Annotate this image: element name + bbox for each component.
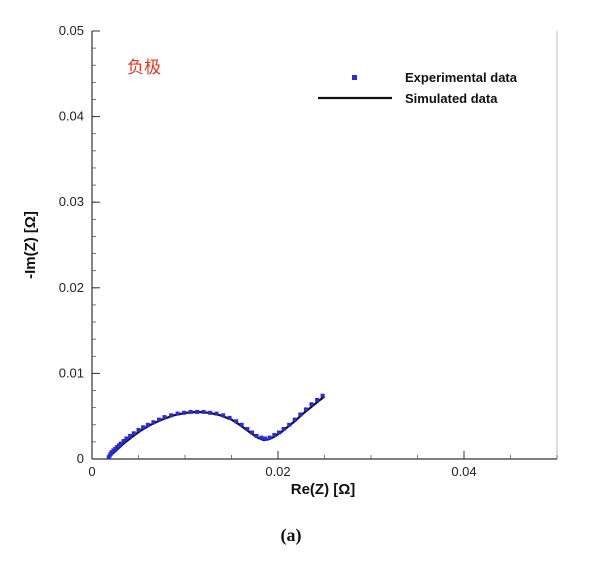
experimental-data-point	[315, 397, 320, 402]
experimental-data-point	[221, 413, 226, 418]
y-tick-label: 0.02	[59, 280, 84, 295]
experimental-data-point	[214, 411, 219, 416]
y-axis-title: -Im(Z) [Ω]	[22, 211, 39, 279]
experimental-data-point	[151, 420, 156, 425]
experimental-data-point	[254, 433, 259, 438]
experimental-data-point	[131, 431, 136, 436]
experimental-data-point	[145, 422, 150, 427]
x-axis-ticks: 0 0.02 0.04	[88, 451, 477, 479]
series-layer	[106, 393, 326, 460]
experimental-data-point	[128, 433, 133, 438]
experimental-data-point	[292, 417, 297, 422]
experimental-data-point	[239, 422, 244, 427]
experimental-data-point	[169, 413, 174, 418]
experimental-data-point	[208, 410, 213, 415]
x-tick-label: 0	[88, 464, 95, 479]
legend: Experimental data Simulated data	[318, 70, 518, 106]
experimental-data-point	[309, 402, 314, 407]
annotation-label: 负极	[127, 58, 161, 78]
y-tick-label: 0.05	[59, 23, 84, 38]
experimental-data-point	[259, 435, 264, 440]
experimental-data-point	[298, 412, 303, 417]
experimental-data-point	[267, 435, 272, 440]
experimental-data-point	[201, 409, 206, 414]
experimental-data-point	[182, 410, 187, 415]
experimental-data-point	[245, 427, 250, 431]
experimental-data-point	[121, 439, 126, 443]
experimental-data-point	[157, 417, 161, 422]
experimental-data-point	[227, 415, 232, 420]
x-axis-title: Re(Z) [Ω]	[291, 481, 356, 498]
experimental-data-point	[118, 441, 123, 446]
experimental-data-point	[276, 430, 281, 435]
y-tick-label: 0	[77, 451, 84, 466]
x-tick-label: 0.04	[451, 464, 476, 479]
legend-label-experimental: Experimental data	[405, 70, 518, 85]
y-tick-label: 0.03	[59, 194, 84, 209]
experimental-data-point	[281, 427, 286, 431]
experimental-data-point	[141, 425, 146, 430]
y-tick-label: 0.04	[59, 109, 84, 124]
legend-label-simulated: Simulated data	[405, 91, 498, 106]
y-axis-ticks: 0 0.01 0.02 0.03 0.04 0.05	[59, 23, 100, 466]
experimental-data-point	[263, 436, 267, 441]
experimental-data-point	[195, 409, 200, 414]
x-tick-label: 0.02	[265, 464, 290, 479]
y-tick-label: 0.01	[59, 365, 84, 380]
experimental-data-point	[287, 422, 292, 427]
experimental-data-point	[124, 436, 129, 441]
experimental-data-point	[234, 419, 239, 424]
figure-caption: (a)	[281, 525, 302, 546]
legend-marker-experimental	[352, 75, 357, 80]
experimental-data-point	[188, 409, 193, 414]
experimental-data-point	[175, 411, 180, 416]
experimental-data-point	[136, 427, 141, 432]
experimental-data-point	[250, 430, 254, 435]
experimental-data-point	[162, 415, 167, 420]
experimental-data-point	[303, 407, 308, 412]
experimental-data-point	[272, 433, 277, 437]
experimental-data-point	[320, 393, 325, 398]
